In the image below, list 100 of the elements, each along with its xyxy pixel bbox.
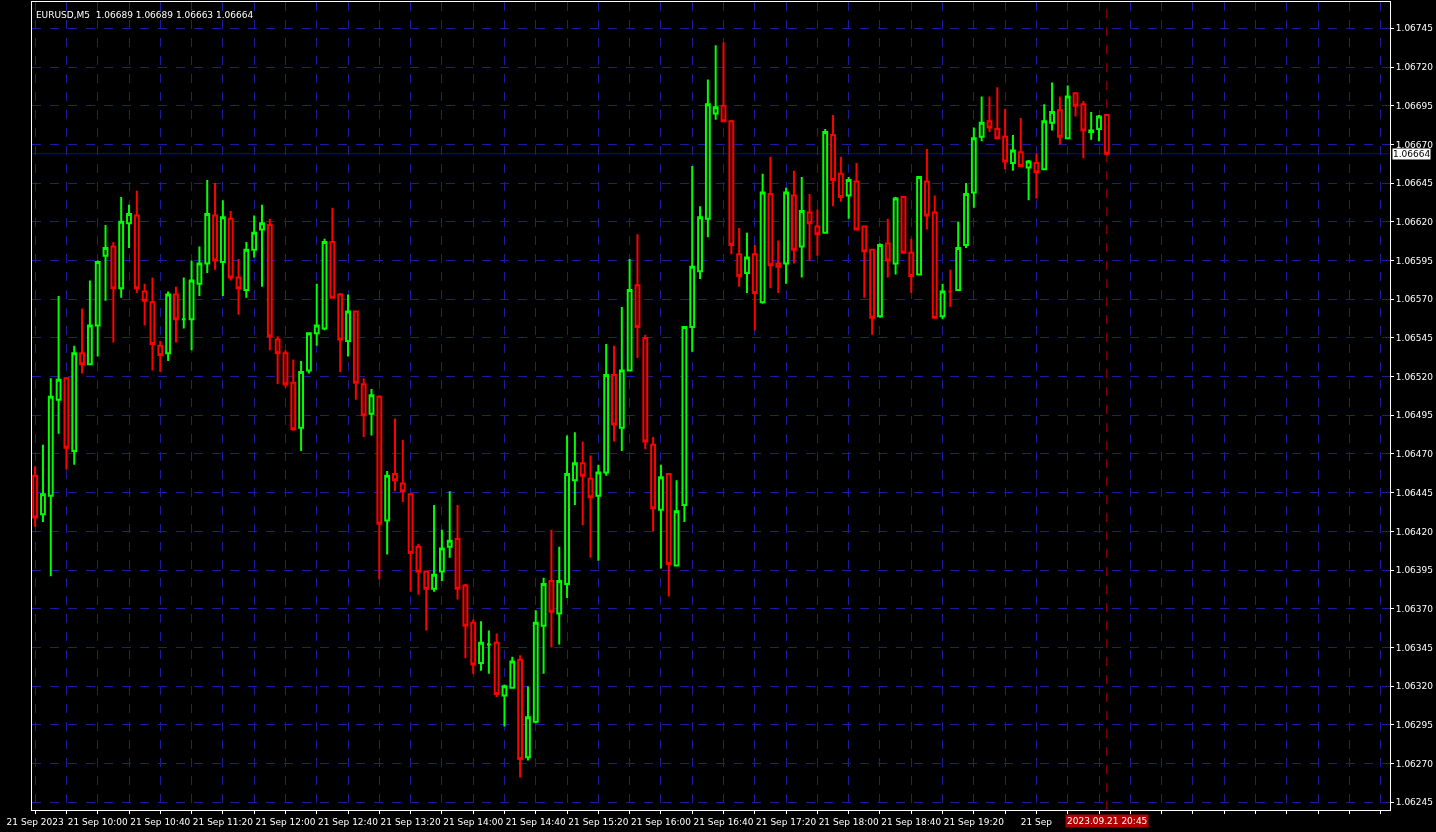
candlestick — [744, 231, 750, 294]
x-tick-label: 21 Sep 10:40 — [130, 816, 191, 827]
candlestick — [712, 44, 719, 121]
candlestick — [352, 310, 359, 401]
y-tick-label: 1.06545 — [1395, 333, 1434, 344]
candlestick — [251, 214, 258, 259]
candlestick — [399, 439, 406, 503]
candlestick — [86, 279, 93, 366]
y-tick-label: 1.06520 — [1395, 371, 1434, 382]
y-tick-label: 1.06395 — [1395, 565, 1434, 576]
candlestick — [110, 240, 117, 344]
candlestick — [884, 217, 891, 279]
candlestick — [501, 683, 508, 728]
x-tick-label: 21 Sep 14:00 — [443, 816, 504, 827]
ref-line-label: 1.06664 — [1393, 149, 1431, 159]
x-tick-label: 21 Sep 13:20 — [380, 816, 441, 827]
candlestick — [861, 225, 868, 299]
candlestick — [274, 335, 281, 386]
candlestick — [791, 169, 797, 265]
candlestick — [571, 431, 578, 507]
candlestick — [1049, 81, 1055, 132]
x-tick-label: 21 Sep 16:00 — [630, 816, 692, 827]
candlestick — [994, 86, 1001, 140]
y-tick-label: 1.06420 — [1395, 526, 1434, 537]
candlestick — [63, 377, 70, 471]
candlestick — [798, 175, 805, 279]
candlestick — [1041, 103, 1048, 171]
candlestick — [392, 417, 398, 493]
candlestick — [1072, 92, 1079, 118]
candlestick — [556, 545, 563, 646]
candlestick — [525, 685, 531, 762]
candlestick — [923, 148, 930, 231]
candlestick — [736, 226, 743, 288]
candlestick — [47, 377, 54, 578]
candlestick — [423, 570, 430, 632]
candlestick — [853, 161, 860, 231]
candlestick — [931, 194, 938, 319]
candlestick — [133, 189, 140, 294]
candlestick — [579, 440, 586, 527]
candlestick — [869, 248, 876, 336]
ref-line-label: 2023.09.21 20:45 — [1067, 816, 1148, 826]
candlestick — [1033, 152, 1040, 200]
candlestick — [603, 343, 610, 477]
candlestick — [126, 203, 132, 250]
y-tick-label: 1.06270 — [1395, 758, 1434, 769]
candlestick — [212, 182, 218, 271]
candlestick — [814, 208, 821, 257]
candlestick — [509, 655, 516, 689]
x-tick-label: 21 Sep 12:40 — [317, 816, 379, 827]
candlestick — [728, 118, 735, 256]
candlestick — [517, 654, 524, 779]
x-tick-label: 21 Sep 15:20 — [568, 816, 629, 827]
candlestick — [595, 463, 602, 562]
candlestick — [470, 618, 477, 675]
candlestick — [877, 242, 883, 319]
candlestick — [532, 609, 539, 725]
candlestick — [446, 490, 453, 559]
candlestick — [978, 95, 985, 143]
candlestick — [438, 528, 445, 582]
candlestick — [806, 192, 813, 262]
candlestick — [908, 237, 915, 294]
candlestick — [673, 479, 680, 567]
candlestick — [493, 632, 500, 698]
candlestick — [548, 528, 555, 649]
candlestick — [822, 127, 829, 234]
candlestick — [485, 629, 492, 675]
candlestick — [407, 493, 414, 593]
candlestick — [540, 576, 547, 675]
candlestick — [611, 344, 617, 443]
candlestick — [1017, 117, 1024, 168]
candlestick — [431, 504, 437, 593]
candlestick — [587, 454, 594, 559]
candlestick — [970, 126, 977, 209]
x-tick-label: 21 Sep 2023 — [6, 816, 64, 827]
candlestick — [1080, 100, 1087, 160]
candlestick — [55, 295, 62, 435]
candlestick — [227, 209, 234, 282]
candlestick — [290, 358, 297, 432]
candlestick — [165, 290, 172, 363]
candlestick — [626, 257, 633, 372]
candlestick — [337, 292, 344, 373]
candlestick — [1056, 95, 1063, 146]
candlestick — [219, 199, 226, 298]
x-tick-label: 21 Sep — [1020, 816, 1053, 827]
candlestick — [751, 244, 758, 332]
candlestick — [634, 233, 641, 360]
candlestick — [71, 344, 78, 466]
candlestick — [329, 206, 336, 299]
candlestick — [415, 542, 422, 596]
candlestick — [892, 196, 899, 276]
candlestick — [94, 259, 101, 358]
candlestick — [1010, 134, 1016, 172]
candlestick — [642, 333, 649, 451]
y-tick-label: 1.06695 — [1395, 100, 1434, 111]
candlestick — [947, 268, 954, 308]
y-tick-label: 1.06745 — [1395, 23, 1434, 34]
candlestick — [697, 205, 703, 281]
x-tick-label: 21 Sep 17:20 — [756, 816, 817, 827]
candlestick — [204, 179, 211, 274]
candlestick — [963, 182, 969, 250]
